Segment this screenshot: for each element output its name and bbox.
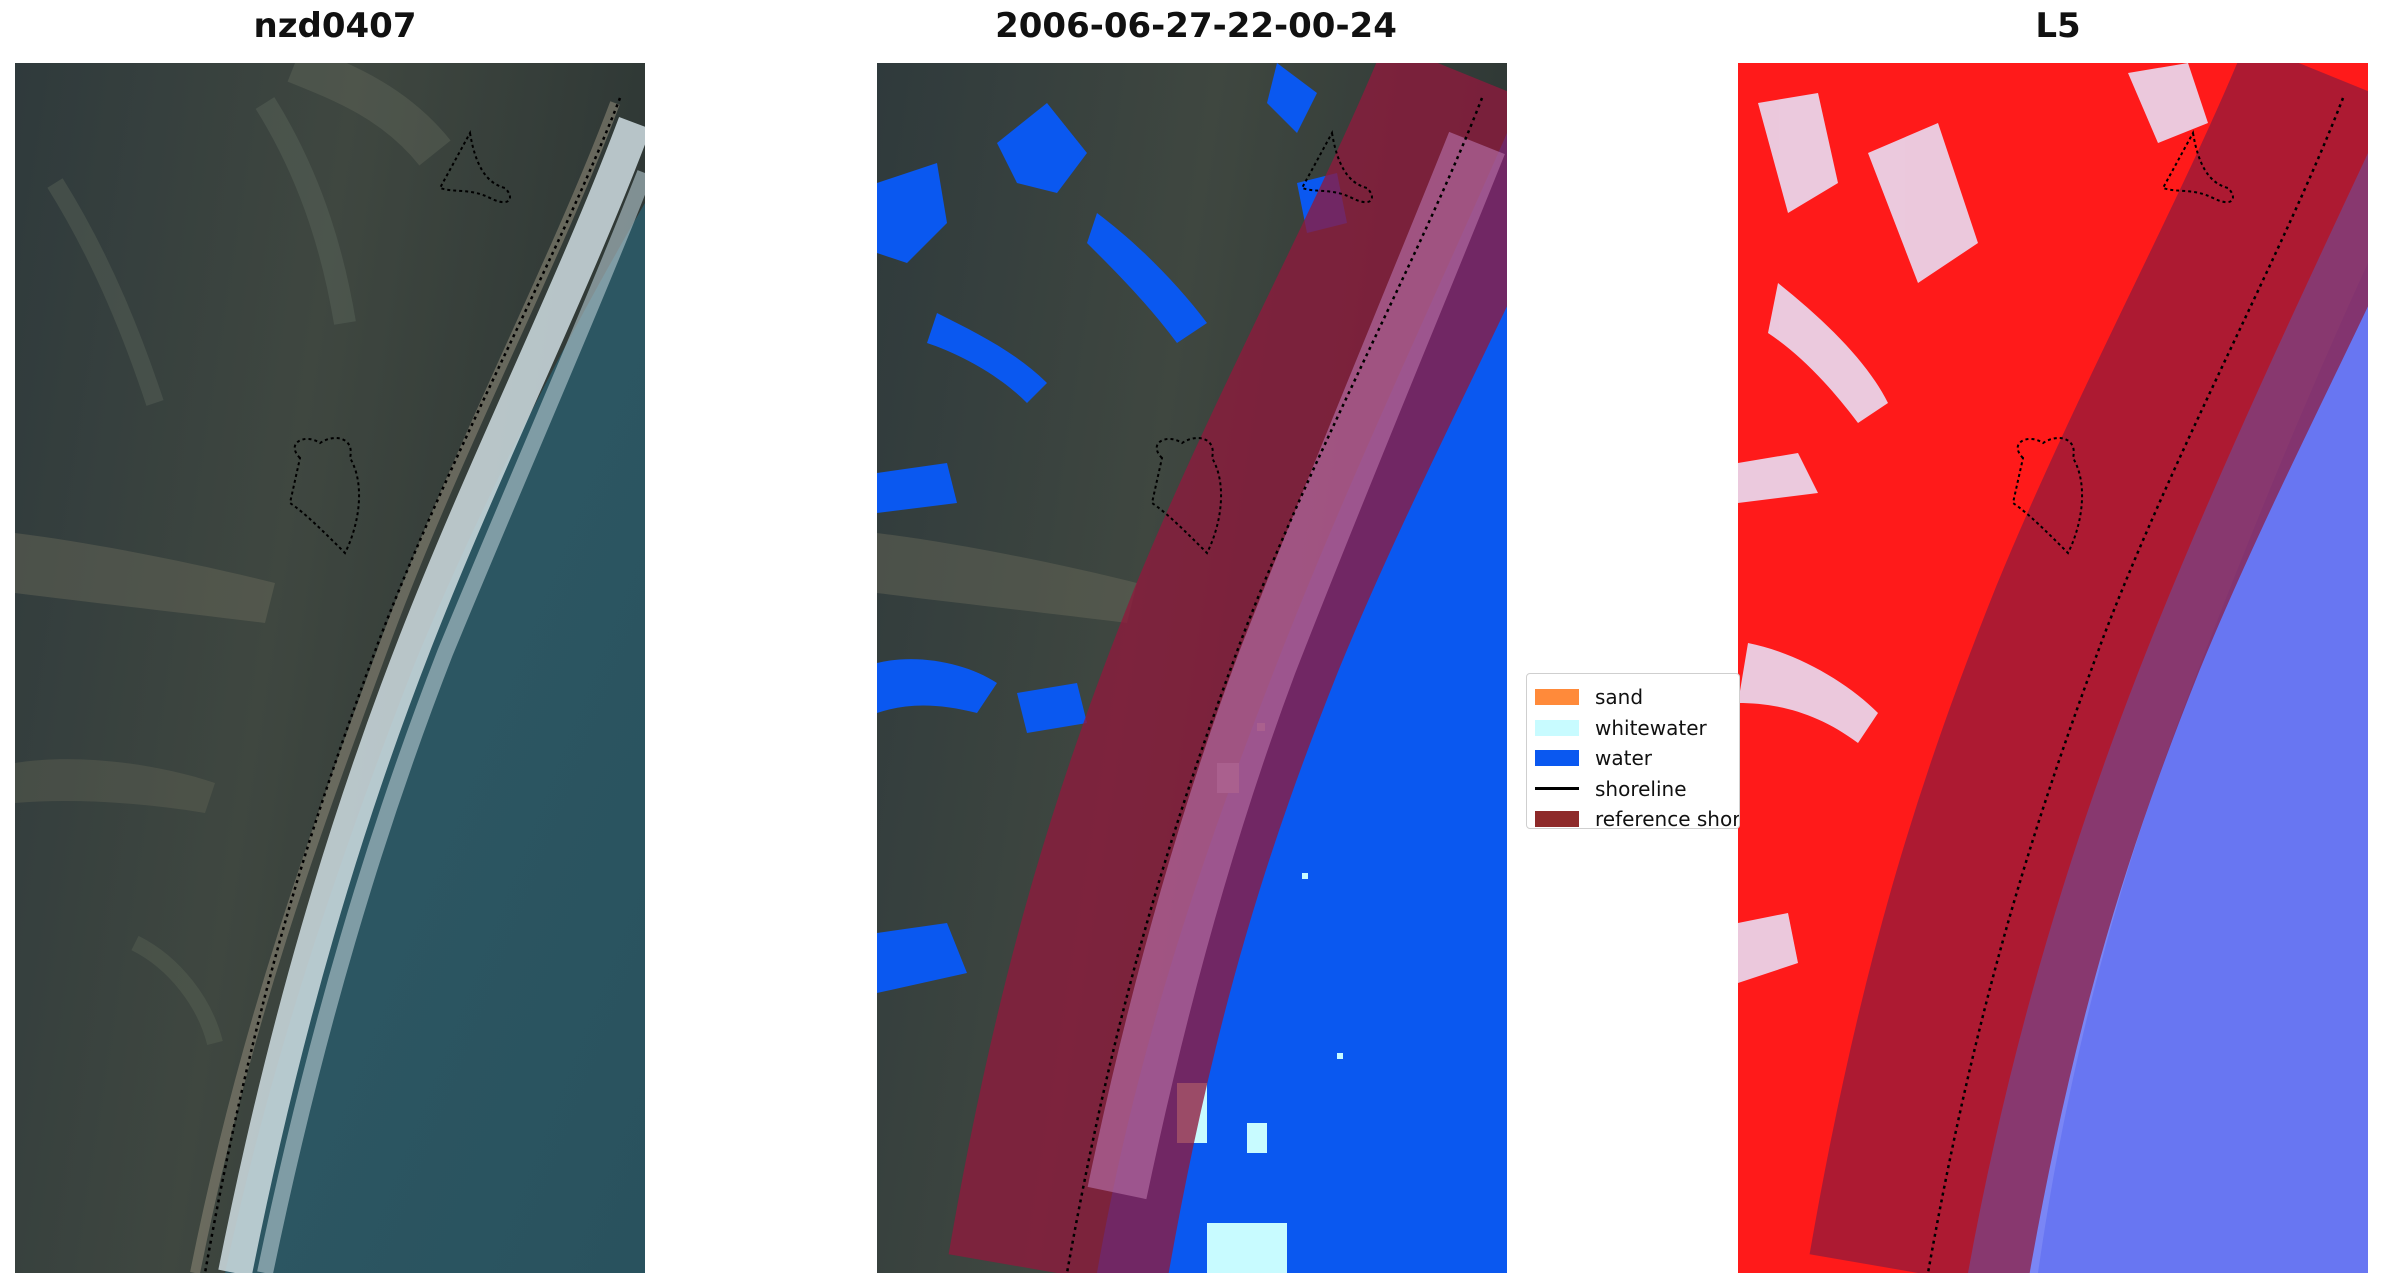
inlet-outline bbox=[1150, 437, 1222, 555]
panel-title-classification: 2006-06-27-22-00-24 bbox=[995, 6, 1397, 46]
inlet-outline bbox=[438, 129, 511, 204]
legend-swatch bbox=[1535, 750, 1579, 767]
shoreline-trace bbox=[1926, 97, 2345, 1273]
legend-swatch bbox=[1535, 689, 1579, 706]
legend-item-whitewater: whitewater bbox=[1535, 713, 1739, 744]
legend-label: whitewater bbox=[1595, 715, 1707, 740]
reference-shoreline-buffer bbox=[1809, 63, 2368, 1273]
classification-image bbox=[877, 63, 1507, 1273]
legend-swatch bbox=[1535, 787, 1579, 791]
inlet-outline bbox=[2161, 129, 2234, 204]
legend-swatch bbox=[1535, 811, 1579, 828]
legend-item-reference-shoreline-buffer: reference shoreline buffer bbox=[1535, 804, 1740, 829]
legend-item-water: water bbox=[1535, 743, 1739, 774]
legend-item-sand: sand bbox=[1535, 682, 1739, 713]
rgb-image-panel bbox=[15, 63, 645, 1273]
rgb-satellite-image bbox=[15, 63, 645, 1273]
shoreline-trace bbox=[1065, 97, 1484, 1273]
classification-panel bbox=[877, 63, 1507, 1273]
inlet-outline bbox=[2011, 437, 2083, 555]
inlet-outline bbox=[288, 437, 360, 555]
legend-item-shoreline: shoreline bbox=[1535, 774, 1739, 805]
legend-label: sand bbox=[1595, 685, 1644, 710]
legend-label: reference shoreline buffer bbox=[1595, 807, 1740, 829]
index-image bbox=[1738, 63, 2368, 1273]
shoreline-trace bbox=[203, 97, 622, 1273]
inlet-outline bbox=[1300, 129, 1373, 204]
panel-title-index: L5 bbox=[2035, 6, 2081, 46]
legend-label: water bbox=[1595, 746, 1652, 771]
legend-label: shoreline bbox=[1595, 776, 1687, 801]
index-panel bbox=[1738, 63, 2368, 1273]
legend: sand whitewater water shoreline reference sh… bbox=[1526, 673, 1740, 829]
panel-title-rgb: nzd0407 bbox=[253, 6, 417, 46]
legend-swatch bbox=[1535, 719, 1579, 736]
